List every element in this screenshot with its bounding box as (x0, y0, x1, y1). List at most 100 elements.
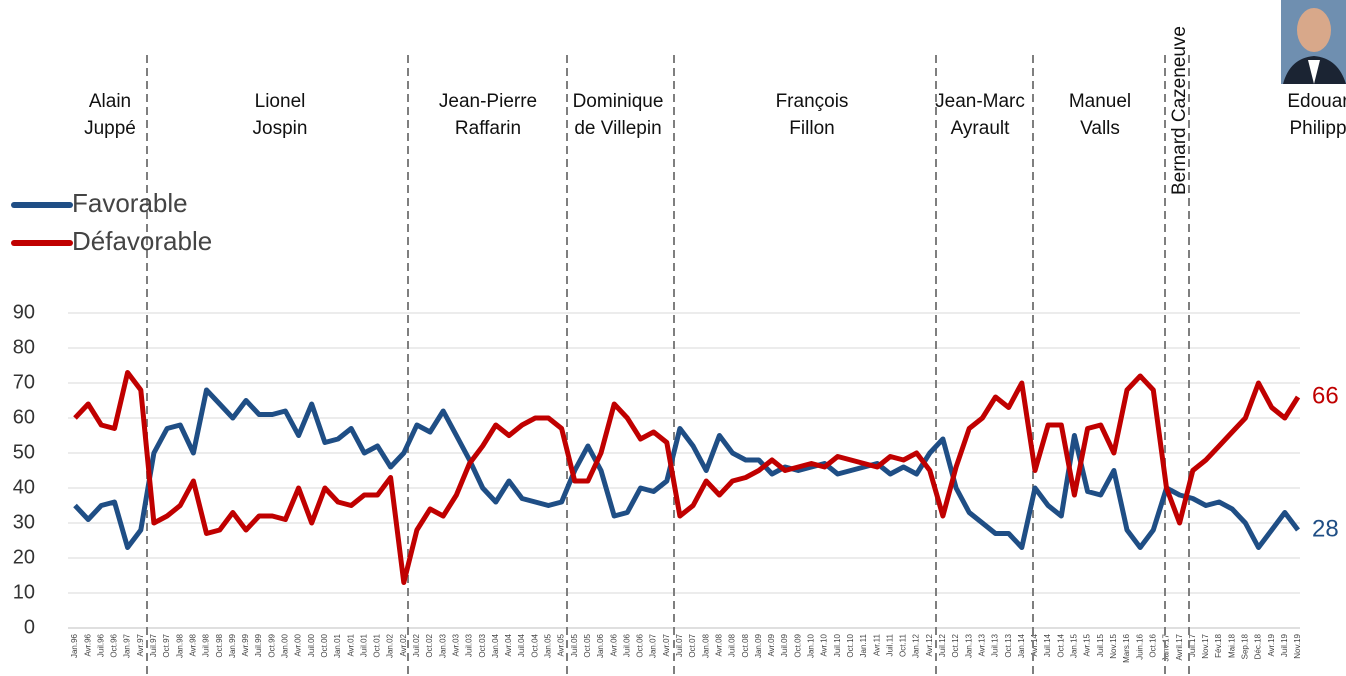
x-tick-label: Jan.01 (333, 633, 342, 658)
x-tick-label: Avr.12 (925, 633, 934, 656)
period-label: Alain (89, 91, 131, 112)
x-tick-label: Juil.01 (359, 633, 368, 657)
x-tick-label: Juil.11 (885, 633, 894, 656)
x-tick-label: Juil.19 (1280, 633, 1289, 657)
period-label: Raffarin (455, 118, 521, 139)
x-tick-label: Jan.14 (1017, 633, 1026, 658)
x-tick-label: Jan.04 (491, 633, 500, 658)
x-tick-label: Jan.08 (701, 633, 710, 658)
x-tick-label: Mai.18 (1227, 633, 1236, 658)
period-label: Lionel (255, 91, 306, 112)
x-tick-label: Jan.98 (175, 633, 184, 658)
x-tick-label: Oct.06 (636, 633, 645, 657)
x-tick-label: Jan.99 (228, 633, 237, 658)
x-tick-label: Avr.03 (451, 633, 460, 656)
x-tick-label: Avril.17 (1175, 633, 1184, 660)
x-tick-label: Nov.19 (1293, 633, 1302, 658)
x-tick-label: Oct.16 (1148, 633, 1157, 657)
y-tick-label: 10 (13, 581, 35, 603)
x-tick-label: Nov.15 (1109, 633, 1118, 658)
x-tick-label: Juil.05 (570, 633, 579, 657)
x-tick-label: Jan.12 (912, 633, 921, 658)
x-tick-label: Juil.12 (938, 633, 947, 657)
x-tick-label: Juil.96 (96, 633, 105, 657)
end-label: 66 (1312, 382, 1339, 409)
x-tick-label: Juil.14 (1043, 633, 1052, 657)
period-label: Jean-Marc (935, 91, 1025, 112)
x-tick-label: Oct.09 (793, 633, 802, 657)
x-tick-label: Avr.02 (399, 633, 408, 656)
x-tick-label: Mars.16 (1122, 633, 1131, 662)
x-tick-label: Juil.03 (465, 633, 474, 657)
x-tick-label: Oct.12 (951, 633, 960, 657)
x-tick-label: Juil.06 (622, 633, 631, 657)
x-tick-label: Oct.97 (162, 633, 171, 657)
y-tick-label: 60 (13, 406, 35, 428)
period-label: Bernard Cazeneuve (1169, 26, 1190, 195)
legend-label: Défavorable (72, 226, 212, 256)
x-tick-label: Jan.03 (438, 633, 447, 658)
end-label: 28 (1312, 515, 1339, 542)
x-tick-label: Juil.09 (780, 633, 789, 657)
x-tick-label: Juil.04 (517, 633, 526, 657)
photo (1281, 0, 1346, 84)
x-tick-label: Avr.11 (872, 633, 881, 655)
y-tick-label: 50 (13, 441, 35, 463)
x-tick-label: Oct.03 (478, 633, 487, 657)
x-tick-label: Oct.99 (267, 633, 276, 657)
x-tick-label: Oct.07 (688, 633, 697, 657)
x-tick-label: Juil.07 (675, 633, 684, 657)
y-tick-label: 90 (13, 301, 35, 323)
x-tick-label: Jan.09 (754, 633, 763, 658)
x-tick-label: Jan.13 (964, 633, 973, 658)
x-tick-label: Janv.17 (1162, 633, 1171, 661)
period-label: Dominique (573, 91, 664, 112)
x-tick-label: Juil.98 (202, 633, 211, 657)
x-tick-label: Jan.02 (386, 633, 395, 658)
x-tick-label: Oct.14 (1056, 633, 1065, 657)
period-label: Philipp (1289, 118, 1346, 139)
x-tick-label: Oct.04 (530, 633, 539, 657)
x-tick-label: Juil.13 (991, 633, 1000, 657)
x-tick-label: Oct.05 (583, 633, 592, 657)
x-tick-label: Jan.05 (544, 633, 553, 658)
x-tick-label: Avr.09 (767, 633, 776, 656)
x-tick-label: Avr.99 (241, 633, 250, 656)
x-tick-label: Juil.00 (307, 633, 316, 657)
y-tick-label: 30 (13, 511, 35, 533)
x-tick-label: Avr.07 (662, 633, 671, 656)
period-label: Valls (1080, 118, 1120, 139)
x-tick-label: Juil.02 (412, 633, 421, 657)
x-tick-label: Oct.01 (373, 633, 382, 657)
x-tick-label: Déc.18 (1254, 633, 1263, 659)
y-tick-label: 0 (24, 616, 35, 638)
period-label: Manuel (1069, 91, 1131, 112)
x-tick-label: Oct.11 (899, 633, 908, 657)
x-tick-label: Oct.13 (1004, 633, 1013, 657)
x-tick-label: Avr.01 (346, 633, 355, 656)
x-tick-label: Oct.96 (110, 633, 119, 657)
period-label: Jospin (253, 118, 308, 139)
x-tick-label: Avr.96 (83, 633, 92, 656)
x-tick-label: Fév.18 (1214, 633, 1223, 657)
x-tick-label: Jan.15 (1070, 633, 1079, 658)
x-tick-label: Jan.10 (807, 633, 816, 658)
x-tick-label: Avr.15 (1083, 633, 1092, 656)
x-tick-label: Oct.08 (741, 633, 750, 657)
x-tick-label: Nov.17 (1201, 633, 1210, 658)
x-tick-label: Jan.97 (123, 633, 132, 658)
x-tick-label: Avr.08 (714, 633, 723, 656)
x-tick-label: Jan.06 (596, 633, 605, 658)
x-tick-label: Avr.06 (609, 633, 618, 656)
period-label: Fillon (789, 118, 834, 139)
y-tick-label: 20 (13, 546, 35, 568)
period-label: Jean-Pierre (439, 91, 537, 112)
series-line (73, 387, 1300, 550)
x-tick-label: Jan.96 (70, 633, 79, 658)
x-tick-label: Avr.05 (557, 633, 566, 656)
x-tick-label: Avr.97 (136, 633, 145, 656)
x-tick-label: Juil.08 (728, 633, 737, 657)
x-tick-label: Oct.98 (215, 633, 224, 657)
series-line (73, 370, 1301, 585)
